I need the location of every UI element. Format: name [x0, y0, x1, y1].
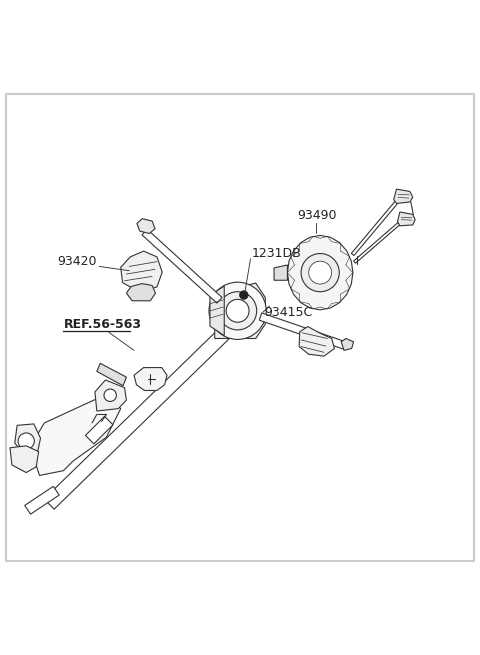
Polygon shape [134, 367, 167, 390]
Circle shape [209, 282, 266, 339]
Polygon shape [44, 322, 236, 509]
Text: 93420: 93420 [57, 255, 97, 268]
Polygon shape [120, 251, 162, 292]
Polygon shape [274, 265, 288, 280]
Polygon shape [259, 313, 346, 349]
Polygon shape [351, 200, 399, 255]
Polygon shape [25, 487, 59, 514]
Polygon shape [215, 283, 265, 339]
Circle shape [18, 433, 34, 449]
Polygon shape [210, 286, 224, 335]
Circle shape [301, 253, 339, 291]
Polygon shape [299, 327, 335, 356]
Polygon shape [354, 221, 402, 263]
Circle shape [218, 291, 257, 330]
Polygon shape [30, 394, 120, 476]
Polygon shape [341, 339, 354, 350]
Polygon shape [15, 424, 40, 458]
Polygon shape [394, 189, 413, 204]
Polygon shape [10, 446, 38, 472]
Text: 1231DB: 1231DB [252, 247, 301, 260]
Polygon shape [142, 229, 222, 303]
Polygon shape [85, 417, 113, 444]
Polygon shape [137, 219, 155, 233]
Circle shape [240, 291, 248, 299]
Polygon shape [126, 284, 156, 301]
Circle shape [309, 261, 332, 284]
Polygon shape [397, 212, 415, 226]
Text: REF.56-563: REF.56-563 [63, 318, 142, 331]
Polygon shape [97, 364, 126, 386]
Text: 93490: 93490 [297, 209, 337, 221]
Circle shape [226, 299, 249, 322]
Polygon shape [288, 235, 353, 310]
Polygon shape [95, 380, 126, 411]
Circle shape [104, 389, 116, 402]
Text: 93415C: 93415C [264, 306, 312, 318]
